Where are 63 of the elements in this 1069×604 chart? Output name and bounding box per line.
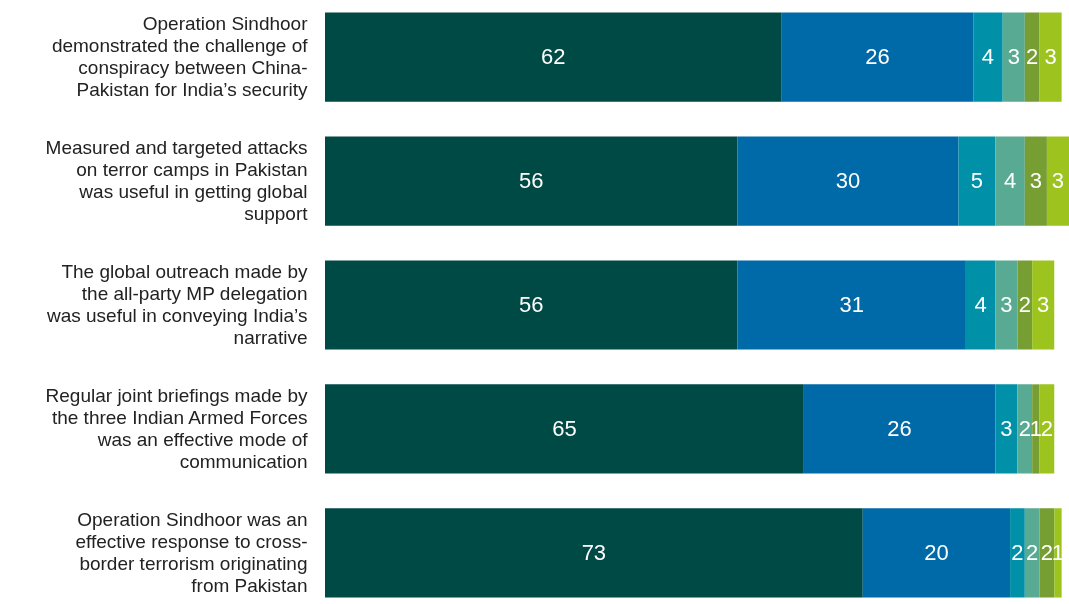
data-label: 56 xyxy=(519,168,544,194)
data-label: 26 xyxy=(865,44,890,70)
bar xyxy=(1032,384,1040,474)
y-tick-label: Operation Sindhoor was an effective response to cross-border terrorism originating from Pakistan xyxy=(75,508,308,596)
data-label: 5 xyxy=(970,168,984,194)
data-label: 4 xyxy=(974,292,987,317)
bar xyxy=(325,136,738,226)
bar xyxy=(862,508,1011,598)
bar xyxy=(1039,12,1062,102)
bar xyxy=(325,12,782,102)
bar xyxy=(325,384,804,474)
data-label: 1 xyxy=(1029,415,1042,441)
bar xyxy=(995,260,1018,350)
bar xyxy=(781,12,974,102)
bar xyxy=(737,260,966,350)
data-label: 30 xyxy=(835,168,861,194)
data-label: 4 xyxy=(981,44,995,70)
y-tick-label: Measured and targeted attacks on terror camps in Pakistan was useful in getting global support xyxy=(45,137,309,225)
bar xyxy=(1024,12,1040,102)
data-label: 3 xyxy=(1044,44,1057,70)
bar xyxy=(325,508,863,598)
bar xyxy=(325,260,738,350)
bar xyxy=(1017,384,1033,474)
bar xyxy=(1017,260,1033,350)
data-label: 73 xyxy=(581,539,607,565)
bar xyxy=(737,136,959,226)
data-label: 3 xyxy=(1037,292,1050,317)
y-tick-label: Operation Sindhoor demonstrated the challenge of conspiracy between China-Pakistan for India’s security xyxy=(51,13,309,101)
data-label: 3 xyxy=(1029,168,1042,194)
bar xyxy=(1046,136,1069,226)
bar xyxy=(995,384,1018,474)
data-label: 2 xyxy=(1040,539,1054,565)
data-label: 2 xyxy=(1026,44,1039,70)
data-label: 31 xyxy=(839,292,864,317)
data-label: 65 xyxy=(552,415,577,441)
bar xyxy=(1024,508,1040,598)
data-label: 3 xyxy=(1000,415,1013,441)
data-label: 3 xyxy=(1000,292,1013,317)
bar xyxy=(1032,260,1055,350)
data-label: 4 xyxy=(1003,168,1017,194)
bar xyxy=(1010,508,1025,598)
bar xyxy=(803,384,996,474)
y-tick-label: The global outreach made by the all-party MP delegation was useful in conveying India’s narrative xyxy=(45,261,308,348)
bar xyxy=(1024,136,1047,226)
y-tick-label: Regular joint briefings made by the three Indian Armed Forces was an effective mode of communication xyxy=(45,384,309,472)
data-label: 2 xyxy=(1026,539,1039,565)
bar xyxy=(995,136,1025,226)
bar xyxy=(958,136,996,226)
data-label: 20 xyxy=(924,539,949,565)
bar xyxy=(965,260,996,350)
bar xyxy=(1054,508,1062,598)
bar xyxy=(973,12,1003,102)
data-label: 2 xyxy=(1011,539,1024,565)
data-label: 2 xyxy=(1018,292,1031,317)
data-label: 1 xyxy=(1051,539,1065,565)
data-label: 2 xyxy=(1018,415,1031,441)
data-label: 3 xyxy=(1007,44,1020,70)
data-label: 62 xyxy=(541,44,566,70)
bar xyxy=(1002,12,1025,102)
data-label: 2 xyxy=(1040,415,1054,441)
data-label: 56 xyxy=(519,292,544,317)
data-label: 3 xyxy=(1051,168,1065,194)
data-label: 26 xyxy=(887,415,912,441)
